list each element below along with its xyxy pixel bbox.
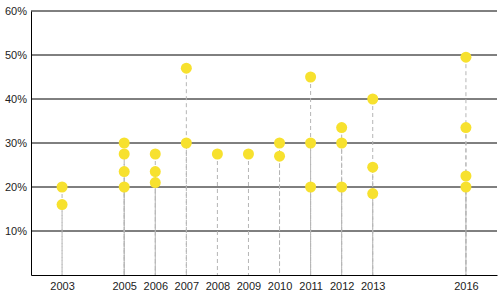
point: [119, 166, 130, 177]
point: [181, 138, 192, 149]
drop-line: [248, 154, 249, 275]
point: [243, 149, 254, 160]
x-tick-label: 2005: [112, 280, 136, 292]
chart: 10%20%30%40%50%60%2003200520062007200820…: [0, 0, 500, 297]
point: [460, 182, 471, 193]
grid-line: [31, 143, 497, 144]
drop-line: [341, 143, 342, 275]
y-tick: 10%: [5, 225, 31, 237]
point: [150, 177, 161, 188]
drop-line: [279, 156, 280, 275]
point: [119, 138, 130, 149]
grid-line: [31, 55, 497, 56]
y-tick: 50%: [5, 49, 31, 61]
point: [119, 182, 130, 193]
grid-line: [31, 231, 497, 232]
x-tick: 2016: [454, 275, 478, 292]
drop-line: [310, 187, 311, 275]
x-tick-label: 2008: [206, 280, 230, 292]
drop-line: [186, 143, 187, 275]
x-tick-label: 2003: [50, 280, 74, 292]
x-axis: 2003 2005 2006 2007 2008 2009 2010 2011 2012 2013…: [32, 275, 498, 292]
x-tick: 2005: [112, 275, 136, 292]
point: [336, 122, 347, 133]
point: [460, 122, 471, 133]
grid-line: [31, 11, 497, 12]
point: [274, 151, 285, 162]
drop-line: [341, 128, 342, 275]
y-tick-label: 50%: [5, 49, 27, 61]
y-tick: 40%: [5, 93, 31, 105]
point: [305, 72, 316, 83]
x-tick-label: 2011: [299, 280, 323, 292]
drop-line: [372, 194, 373, 275]
grid: [31, 11, 497, 231]
point: [305, 182, 316, 193]
plot: 10%20%30%40%50%60%2003200520062007200820…: [5, 5, 498, 292]
marks: [57, 52, 472, 275]
drop-line: [124, 187, 125, 275]
x-tick-label: 2007: [175, 280, 199, 292]
x-tick: 2008: [206, 275, 230, 292]
x-tick: 2010: [268, 275, 292, 292]
x-tick: 2012: [330, 275, 354, 292]
y-tick-label: 40%: [5, 93, 27, 105]
drop-line: [372, 99, 373, 275]
y-tick-label: 20%: [5, 181, 27, 193]
y-tick-label: 30%: [5, 137, 27, 149]
y-tick: 20%: [5, 181, 31, 193]
drop-line: [341, 187, 342, 275]
grid-line: [31, 187, 497, 188]
point: [460, 52, 471, 63]
y-axis-line: [31, 12, 32, 276]
y-axis: 10% 20% 30% 40% 50% 60%: [5, 5, 32, 275]
grid-line: [31, 99, 497, 100]
drop-line: [62, 205, 63, 275]
drop-line: [124, 143, 125, 275]
point: [181, 63, 192, 74]
x-tick: 2003: [50, 275, 74, 292]
drop-line: [279, 143, 280, 275]
x-tick-label: 2012: [330, 280, 354, 292]
point: [57, 182, 68, 193]
x-tick-label: 2016: [454, 280, 478, 292]
y-tick-label: 60%: [5, 5, 27, 17]
y-tick: 60%: [5, 5, 31, 17]
drop-line: [310, 77, 311, 275]
point: [460, 171, 471, 182]
x-tick-label: 2009: [237, 280, 261, 292]
drop-line: [155, 183, 156, 275]
point: [212, 149, 223, 160]
point: [336, 138, 347, 149]
point: [305, 138, 316, 149]
point: [336, 182, 347, 193]
point: [367, 94, 378, 105]
drop-line: [465, 187, 466, 275]
drop-line: [186, 68, 187, 275]
point: [150, 166, 161, 177]
x-tick-label: 2013: [361, 280, 385, 292]
point: [150, 149, 161, 160]
y-tick-label: 10%: [5, 225, 27, 237]
x-tick: 2006: [144, 275, 168, 292]
point: [119, 149, 130, 160]
point: [367, 162, 378, 173]
point: [57, 199, 68, 210]
point: [367, 188, 378, 199]
drop-line: [310, 143, 311, 275]
drop-line: [217, 154, 218, 275]
x-tick: 2007: [175, 275, 199, 292]
drop-line: [465, 128, 466, 275]
drop-line: [372, 167, 373, 275]
drop-line: [465, 57, 466, 275]
x-tick-label: 2006: [144, 280, 168, 292]
x-axis-line: [32, 275, 498, 276]
x-tick: 2013: [361, 275, 385, 292]
x-tick-label: 2010: [268, 280, 292, 292]
point: [274, 138, 285, 149]
y-tick: 30%: [5, 137, 31, 149]
x-tick: 2009: [237, 275, 261, 292]
x-tick: 2011: [299, 275, 323, 292]
